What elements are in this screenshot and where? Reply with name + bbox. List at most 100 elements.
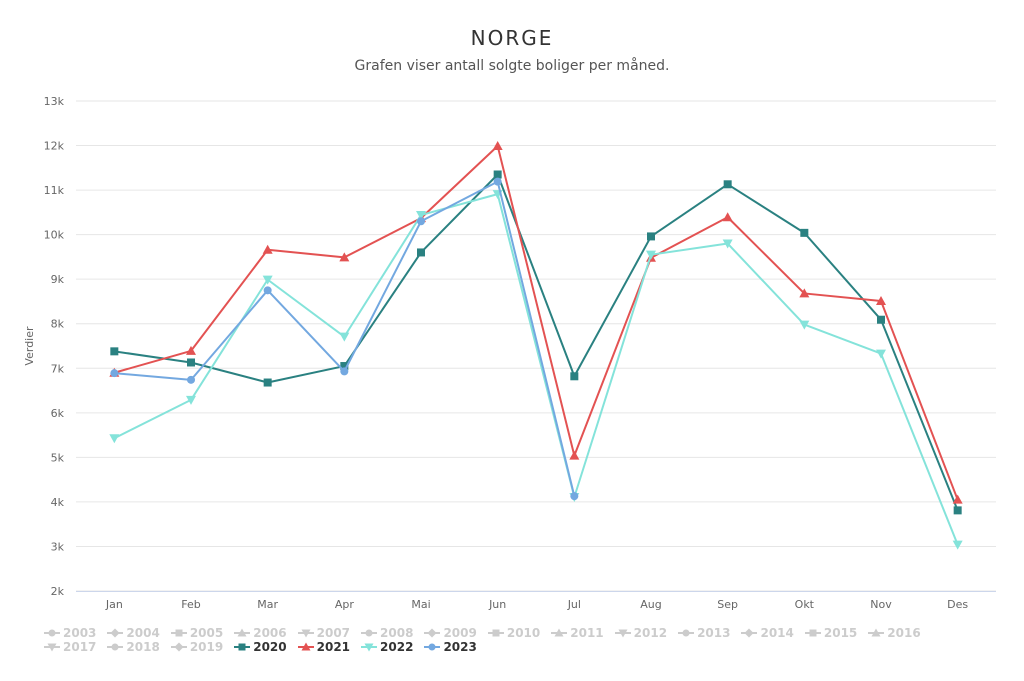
legend-label: 2007: [316, 626, 351, 640]
legend-label: 2023: [443, 640, 477, 654]
data-point: [109, 434, 120, 444]
y-tick-label: 6k: [51, 407, 65, 420]
y-tick-label: 5k: [51, 451, 65, 464]
x-tick-label: Apr: [335, 598, 355, 611]
chart-subtitle: Grafen viser antall solgte boliger per m…: [354, 58, 670, 74]
data-point: [799, 320, 810, 330]
legend-item-2023[interactable]: 2023: [424, 640, 477, 654]
data-point: [647, 232, 655, 241]
triangle-down-icon: [361, 643, 378, 652]
legend-item-2022[interactable]: 2022: [361, 640, 413, 654]
x-tick-label: Okt: [795, 598, 815, 611]
triangle-icon: [297, 642, 314, 651]
legend-item-2014[interactable]: 2014: [741, 626, 794, 640]
data-point: [262, 244, 273, 254]
triangle-down-marker: [301, 629, 311, 638]
data-point: [877, 315, 885, 324]
legend-item-2011[interactable]: 2011: [551, 626, 604, 640]
data-point: [952, 494, 963, 504]
legend-label: 2011: [570, 626, 604, 640]
data-point: [340, 367, 349, 376]
chart-title: NORGE: [470, 26, 554, 50]
y-tick-label: 11k: [44, 184, 65, 197]
legend-item-2021[interactable]: 2021: [297, 640, 350, 654]
data-point: [799, 288, 810, 298]
circle-marker: [428, 643, 436, 651]
legend-label: 2006: [253, 626, 287, 640]
legend-item-2004[interactable]: 2004: [107, 626, 160, 640]
square-icon: [170, 629, 187, 637]
y-tick-label: 2k: [51, 585, 65, 598]
data-point: [187, 375, 195, 384]
legend-item-2016[interactable]: 2016: [868, 626, 921, 640]
legend-label: 2019: [189, 640, 224, 654]
diamond-marker: [110, 628, 120, 638]
series-2021[interactable]: [109, 140, 963, 504]
series-2022[interactable]: [109, 190, 963, 550]
diamond-marker: [744, 628, 754, 638]
y-tick-label: 10k: [44, 229, 65, 242]
legend-item-2010[interactable]: 2010: [487, 626, 540, 640]
triangle-icon: [234, 628, 251, 637]
y-tick-label: 7k: [51, 362, 65, 375]
data-point: [492, 140, 503, 150]
data-point: [953, 506, 962, 515]
square-marker: [492, 629, 500, 637]
legend-item-2017[interactable]: 2017: [44, 640, 96, 654]
legend-item-2003[interactable]: 2003: [44, 626, 96, 640]
data-point: [186, 345, 196, 355]
data-point: [570, 492, 579, 501]
y-axis-ticks: 2k 3k 4k 5k 6k 7k 8k 9k 10k 11k 12k 13k: [44, 95, 65, 598]
legend-row: 2003 2004 2005 2006 2007 2008 2009 2010 2011 2012…: [44, 626, 984, 640]
y-axis-title: Verdier: [23, 326, 36, 366]
data-point: [339, 252, 350, 262]
data-point: [952, 540, 963, 550]
square-marker: [809, 629, 817, 637]
x-tick-label: Mai: [411, 598, 430, 611]
y-tick-label: 8k: [51, 318, 65, 331]
data-point: [417, 248, 425, 257]
legend-item-2015[interactable]: 2015: [804, 626, 857, 640]
x-tick-label: Aug: [640, 598, 661, 611]
data-point: [646, 250, 656, 260]
diamond-marker: [427, 628, 437, 638]
square-marker: [238, 643, 246, 651]
legend-item-2012[interactable]: 2012: [614, 626, 667, 640]
series-line-2022: [113, 193, 959, 546]
series-line-2020: [114, 173, 959, 511]
legend-row: 2017 2018 2019 2020 2021 2022 2023: [44, 640, 984, 654]
square-marker: [175, 629, 183, 637]
data-point: [722, 212, 733, 222]
data-point: [493, 177, 502, 186]
circle-marker: [48, 629, 56, 637]
data-point: [722, 239, 733, 249]
legend-label: 2004: [126, 626, 160, 640]
data-point: [339, 332, 350, 342]
series-line-2021: [114, 144, 959, 501]
legend-item-2007[interactable]: 2007: [297, 626, 351, 640]
legend-item-2018[interactable]: 2018: [107, 640, 160, 654]
legend-item-2009[interactable]: 2009: [424, 626, 477, 640]
legend-item-2013[interactable]: 2013: [678, 626, 730, 640]
triangle-marker: [301, 642, 311, 651]
series-2020[interactable]: [110, 170, 962, 515]
data-point: [263, 286, 272, 295]
x-tick-label: Des: [947, 598, 968, 611]
data-point: [493, 170, 502, 179]
legend-item-2019[interactable]: 2019: [170, 640, 224, 654]
data-point: [570, 372, 579, 381]
triangle-down-icon: [44, 643, 60, 652]
y-tick-label: 9k: [51, 273, 65, 286]
legend-item-2006[interactable]: 2006: [234, 626, 287, 640]
legend-item-2020[interactable]: 2020: [234, 640, 287, 654]
series-2023[interactable]: [110, 177, 579, 501]
legend-label: 2018: [126, 640, 160, 654]
legend-item-2008[interactable]: 2008: [361, 626, 413, 640]
data-point: [262, 275, 273, 285]
triangle-icon: [551, 628, 568, 637]
diamond-marker: [174, 642, 184, 652]
legend-label: 2014: [760, 626, 794, 640]
legend-item-2005[interactable]: 2005: [170, 626, 223, 640]
legend-label: 2008: [380, 626, 414, 640]
y-tick-label: 12k: [44, 140, 65, 153]
